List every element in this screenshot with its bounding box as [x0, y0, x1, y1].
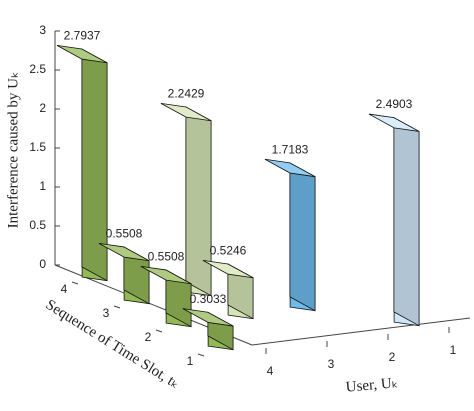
value-label: 2.4903: [376, 97, 413, 111]
bar-side: [393, 116, 420, 327]
bar-top: [368, 113, 420, 132]
y-tick: [197, 353, 205, 357]
y-axis-label: Sequence of Time Slot, tₖ: [43, 297, 182, 392]
bar-top: [56, 44, 108, 64]
y-tick-label: 4: [61, 282, 68, 296]
y-tick: [155, 329, 163, 333]
bar-side: [289, 162, 316, 312]
value-label: 2.7937: [64, 29, 101, 43]
value-label: 1.7183: [272, 142, 309, 156]
z-tick-label: 3: [39, 23, 46, 37]
z-tick-label: 0.5: [29, 218, 46, 232]
bar-top: [202, 259, 254, 279]
bar-top: [264, 158, 316, 178]
value-label: 0.3033: [190, 292, 227, 306]
x-tick-label: 3: [328, 357, 335, 371]
value-label: 0.5508: [148, 250, 185, 264]
bar-top: [182, 308, 234, 327]
z-tick-label: 2.5: [29, 62, 46, 76]
y-tick: [113, 305, 121, 309]
value-label: 0.5508: [106, 227, 143, 241]
y-tick-label: 1: [187, 354, 194, 368]
x-axis-label: User, Uₖ: [345, 375, 399, 396]
x-tick-label: 2: [389, 350, 396, 364]
value-label: 2.2429: [168, 87, 205, 101]
y-tick-label: 2: [145, 330, 152, 344]
z-tick-label: 1.5: [29, 140, 46, 154]
z-axis-label: Interference caused by Uₖ: [5, 72, 21, 229]
axis-line: [251, 317, 471, 346]
x-tick-label: 4: [267, 364, 274, 378]
bar-top: [140, 265, 192, 285]
y-tick: [71, 281, 79, 285]
value-label: 0.5246: [210, 244, 247, 258]
bar-top: [160, 102, 212, 122]
bar-side: [185, 106, 212, 297]
z-tick-label: 0: [39, 257, 46, 271]
x-tick-label: 1: [450, 343, 457, 357]
z-tick-label: 2: [39, 101, 46, 115]
y-tick-label: 3: [103, 306, 110, 320]
bar-top: [98, 242, 150, 262]
z-tick-label: 1: [39, 179, 46, 193]
